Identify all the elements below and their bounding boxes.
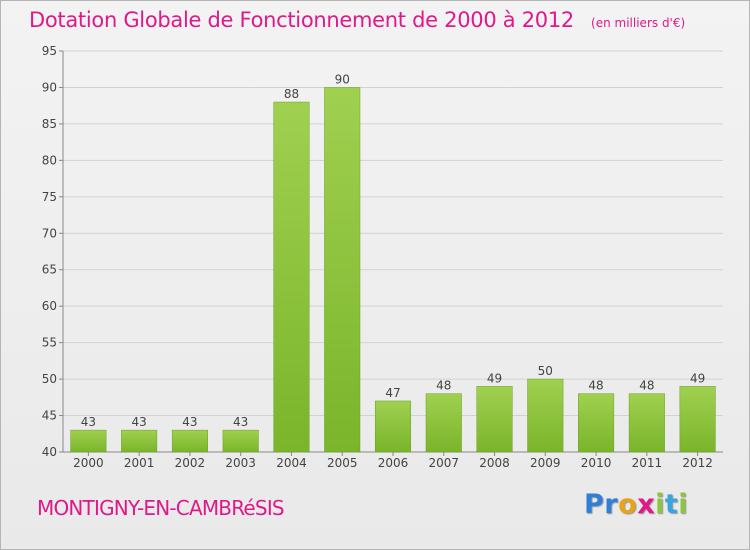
value-label-2002: 43	[182, 415, 197, 429]
y-tick-label: 75	[42, 190, 57, 204]
proxiti-logo: Proxiti	[584, 489, 688, 520]
y-tick-label: 85	[42, 117, 57, 131]
x-tick-label-2000: 2000	[73, 456, 104, 470]
bar-2009	[527, 378, 564, 453]
title-row: Dotation Globale de Fonctionnement de 20…	[29, 8, 685, 32]
logo-letter: i	[655, 489, 665, 520]
x-tick-label-2002: 2002	[175, 456, 206, 470]
y-tick-label: 55	[42, 336, 57, 350]
bar-2008	[476, 386, 513, 453]
x-tick-label-2005: 2005	[327, 456, 358, 470]
y-tick-label: 50	[42, 372, 57, 386]
y-tick-label: 95	[42, 44, 57, 58]
x-tick-label-2003: 2003	[225, 456, 256, 470]
value-label-2000: 43	[81, 415, 96, 429]
x-tick-label-2010: 2010	[581, 456, 612, 470]
x-tick-label-2001: 2001	[124, 456, 155, 470]
logo-letter: t	[664, 489, 679, 520]
bar-2007	[425, 393, 462, 453]
bar-2011	[628, 393, 665, 453]
y-tick-label: 65	[42, 263, 57, 277]
bar-2012	[679, 386, 716, 453]
bars	[70, 87, 716, 453]
y-tick-label: 40	[42, 445, 57, 459]
y-tick-label: 80	[42, 153, 57, 167]
chart-title: Dotation Globale de Fonctionnement de 20…	[29, 8, 574, 32]
bar-2010	[578, 393, 615, 453]
bar-2002	[171, 429, 208, 453]
x-tick-label-2012: 2012	[682, 456, 713, 470]
value-label-2007: 48	[436, 379, 451, 393]
value-label-2001: 43	[132, 415, 147, 429]
value-label-2003: 43	[233, 415, 248, 429]
logo-letter: i	[678, 489, 689, 520]
logo-letter: x	[637, 489, 656, 520]
value-label-2006: 47	[385, 386, 400, 400]
x-tick-label-2011: 2011	[632, 456, 663, 470]
bar-2006	[374, 400, 412, 453]
value-label-2012: 49	[690, 371, 705, 385]
bar-2003	[222, 429, 259, 453]
x-tick-label-2008: 2008	[479, 456, 510, 470]
bar-2005	[324, 87, 361, 453]
commune-name: MONTIGNY-EN-CAMBRéSIS	[37, 496, 285, 520]
x-tick-label-2006: 2006	[378, 456, 409, 470]
value-label-2005: 90	[335, 72, 350, 86]
value-label-2010: 48	[588, 379, 603, 393]
value-label-2004: 88	[284, 87, 299, 101]
labels: 40 45 50 55 60 65 70 75 80 85 90 95 43 2000 43 2001 43 20…	[42, 44, 713, 470]
y-tick-label: 70	[42, 226, 57, 240]
y-tick-label: 60	[42, 299, 57, 313]
x-tick-label-2004: 2004	[276, 456, 307, 470]
bar-2001	[121, 429, 158, 453]
logo-letter: o	[618, 489, 638, 520]
value-label-2008: 49	[487, 371, 502, 385]
x-tick-label-2009: 2009	[530, 456, 561, 470]
value-label-2009: 50	[538, 364, 553, 378]
y-tick-label: 90	[42, 80, 57, 94]
bar-2004	[273, 101, 310, 453]
x-tick-label-2007: 2007	[428, 456, 459, 470]
bar-2000	[70, 429, 107, 453]
logo-letter: r	[604, 489, 619, 520]
y-tick-label: 45	[42, 409, 57, 423]
grid-lines	[63, 50, 723, 417]
value-label-2011: 48	[639, 379, 654, 393]
logo-letter: P	[584, 489, 605, 520]
chart-unit-label: (en milliers d'€)	[591, 16, 686, 30]
